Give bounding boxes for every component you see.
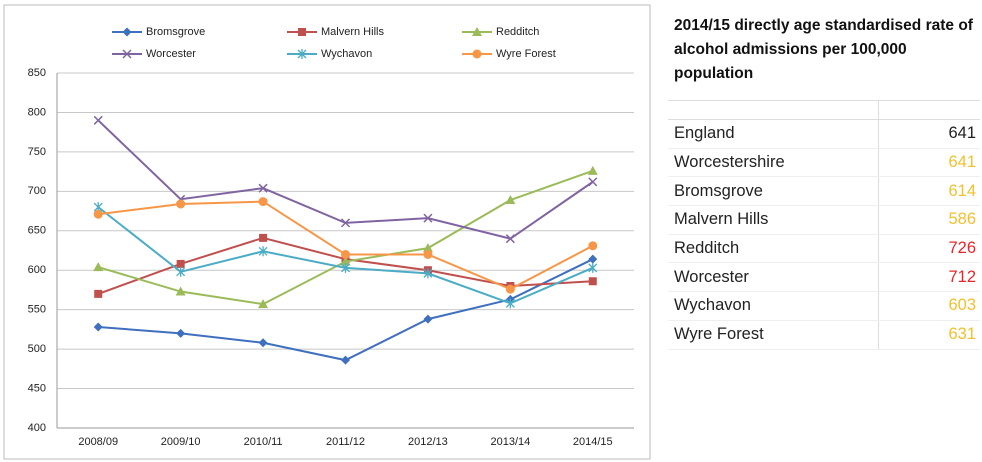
- x-tick-label: 2014/15: [573, 436, 613, 448]
- marker: [341, 249, 350, 259]
- marker: [122, 27, 132, 37]
- row-value: 614: [948, 181, 976, 200]
- y-tick-label: 450: [28, 382, 46, 394]
- legend-label: Bromsgrove: [146, 26, 205, 38]
- marker: [423, 268, 433, 279]
- table-row: Worcestershire 641: [668, 148, 980, 178]
- x-tick-label: 2011/12: [326, 436, 365, 448]
- y-tick-label: 500: [28, 343, 46, 355]
- table-row: Worcester 712: [668, 263, 980, 293]
- row-value: 631: [948, 325, 976, 344]
- x-tick-label: 2010/11: [244, 436, 283, 448]
- row-name: Malvern Hills: [668, 206, 879, 234]
- marker: [93, 322, 103, 332]
- table-row: England 641: [668, 120, 980, 149]
- legend-label: Malvern Hills: [321, 26, 384, 38]
- table-title: 2014/15 directly age standardised rate o…: [668, 14, 980, 101]
- row-name: England: [668, 120, 879, 148]
- legend-label: Wychavon: [321, 48, 372, 60]
- marker: [505, 298, 515, 309]
- table: 2014/15 directly age standardised rate o…: [668, 14, 980, 350]
- marker: [176, 199, 186, 209]
- marker: [93, 262, 104, 272]
- marker: [587, 165, 598, 175]
- table-row: Malvern Hills 586: [668, 206, 980, 235]
- marker: [588, 254, 598, 264]
- marker: [122, 49, 132, 59]
- y-tick-label: 750: [28, 146, 46, 158]
- row-value: 726: [948, 239, 976, 258]
- marker: [588, 177, 598, 187]
- legend-label: Worcester: [146, 48, 196, 60]
- legend-label: Wyre Forest: [496, 48, 556, 60]
- y-tick-label: 650: [28, 225, 46, 237]
- marker: [176, 259, 185, 268]
- row-name: Wychavon: [668, 292, 879, 320]
- marker: [297, 49, 307, 59]
- marker: [588, 277, 597, 286]
- marker: [423, 249, 433, 259]
- chart-frame: [3, 4, 651, 460]
- y-tick-label: 850: [28, 67, 46, 79]
- marker: [258, 183, 268, 193]
- table-spacer: [668, 101, 980, 120]
- y-tick-label: 550: [28, 304, 46, 316]
- row-value: 641: [948, 124, 976, 143]
- marker: [176, 328, 186, 338]
- row-name: Wyre Forest: [668, 320, 879, 349]
- marker: [258, 338, 268, 348]
- marker: [423, 314, 433, 324]
- y-tick-label: 400: [28, 422, 46, 434]
- x-tick-label: 2012/13: [408, 436, 448, 448]
- marker: [258, 246, 268, 257]
- x-tick-label: 2008/09: [78, 436, 118, 448]
- row-name: Worcestershire: [668, 148, 879, 177]
- marker: [341, 355, 350, 365]
- row-name: Bromsgrove: [668, 177, 879, 206]
- marker: [588, 262, 598, 273]
- marker: [340, 218, 351, 228]
- row-value: 586: [948, 210, 976, 229]
- marker: [258, 197, 268, 207]
- marker: [94, 289, 103, 298]
- marker: [175, 286, 186, 296]
- marker: [472, 49, 482, 59]
- marker: [93, 115, 103, 125]
- table-row: Redditch 726: [668, 234, 980, 264]
- marker: [340, 256, 351, 266]
- marker: [423, 213, 433, 223]
- chart: 400 450 500 550 600 650 700 750 800 850 2008/09 200…: [3, 4, 651, 460]
- marker: [341, 262, 350, 273]
- table-row: Wychavon 603: [668, 292, 980, 321]
- marker: [93, 209, 103, 219]
- marker: [422, 243, 433, 253]
- row-value: 712: [948, 267, 976, 286]
- x-tick-label: 2009/10: [161, 436, 201, 448]
- row-value: 641: [948, 153, 976, 172]
- y-tick-label: 800: [28, 106, 46, 118]
- marker: [505, 284, 515, 294]
- table-row: Bromsgrove 614: [668, 177, 980, 207]
- marker: [505, 195, 516, 205]
- marker: [176, 266, 186, 277]
- marker: [472, 27, 482, 36]
- row-name: Worcester: [668, 263, 879, 292]
- table-row: Wyre Forest 631: [668, 320, 980, 350]
- y-tick-label: 700: [28, 185, 46, 197]
- marker: [588, 241, 598, 251]
- marker: [258, 299, 269, 309]
- marker: [298, 28, 306, 36]
- x-tick-label: 2013/14: [490, 436, 530, 448]
- row-name: Redditch: [668, 234, 879, 263]
- y-tick-label: 600: [28, 264, 46, 276]
- marker: [259, 233, 268, 242]
- row-value: 603: [948, 296, 976, 315]
- legend-label: Redditch: [496, 26, 539, 38]
- marker: [505, 234, 515, 244]
